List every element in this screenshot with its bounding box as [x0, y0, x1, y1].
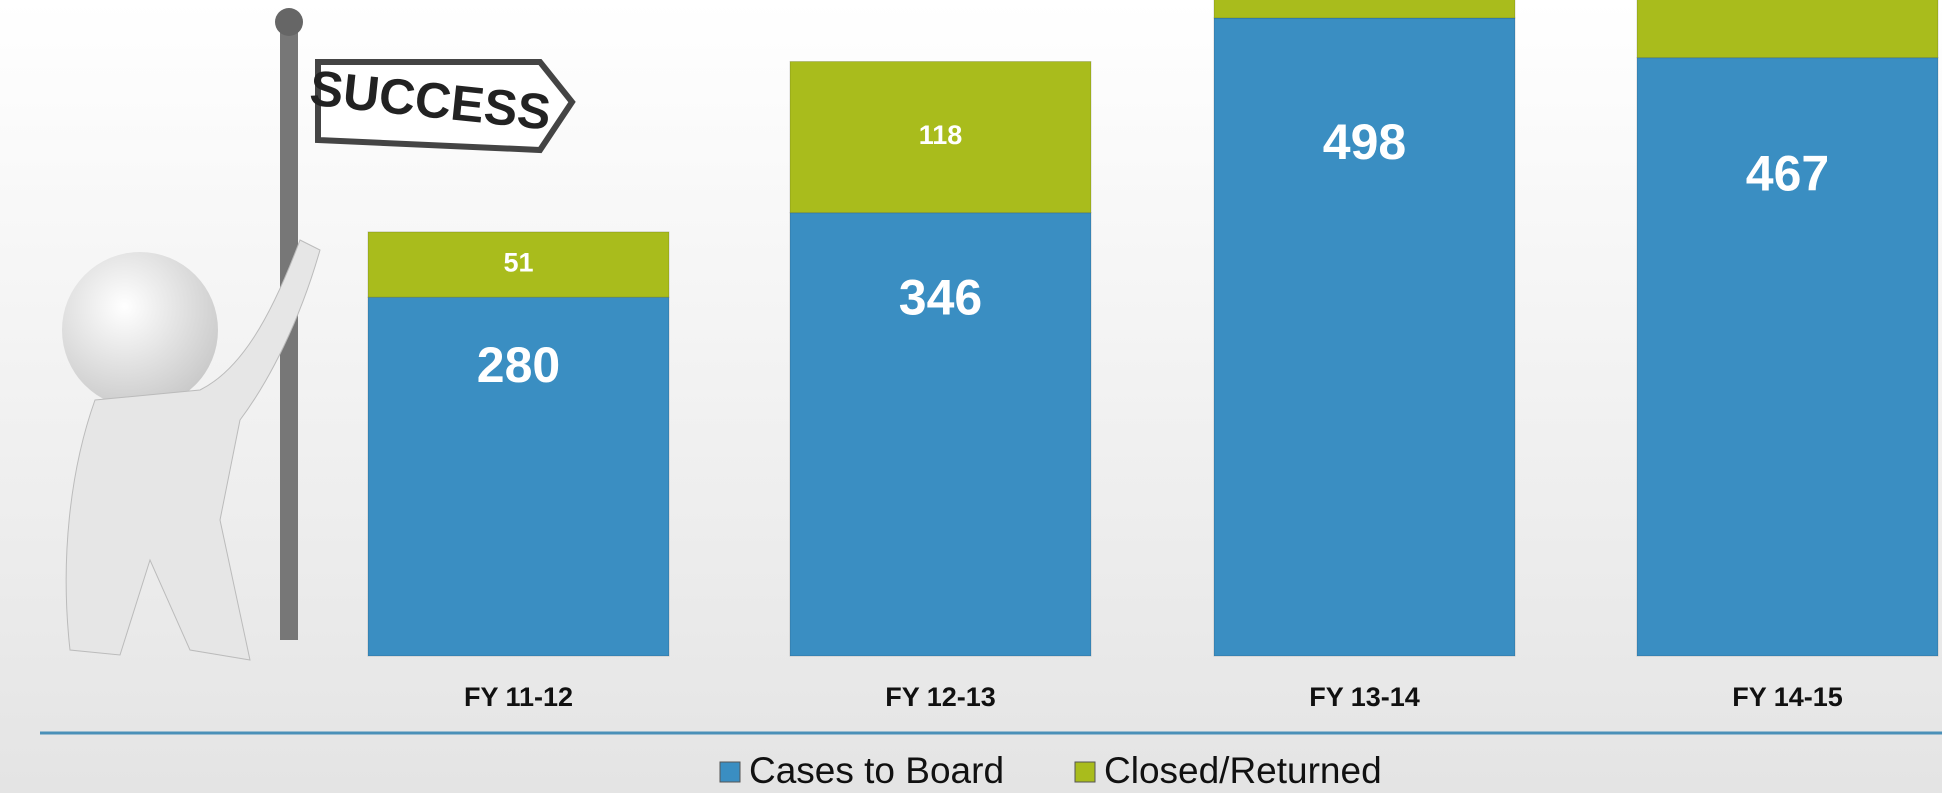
- legend-swatch: [1075, 762, 1095, 782]
- legend-label: Closed/Returned: [1104, 750, 1382, 791]
- value-label: 51: [503, 248, 533, 278]
- value-label: 467: [1746, 146, 1829, 202]
- value-label: 280: [477, 337, 560, 393]
- x-tick-label: FY 14-15: [1732, 682, 1843, 712]
- value-label: 346: [899, 270, 982, 326]
- x-tick-label: FY 12-13: [885, 682, 996, 712]
- figure-head: [62, 252, 218, 408]
- bar-segment: [1214, 0, 1515, 18]
- chart: SUCCESS 28051FY 11-12346118FY 12-13498FY…: [0, 0, 1942, 793]
- value-label: 498: [1323, 114, 1406, 170]
- legend-swatch: [720, 762, 740, 782]
- x-tick-label: FY 11-12: [464, 682, 573, 712]
- post-cap: [275, 8, 303, 36]
- bar-segment: [1637, 0, 1938, 58]
- value-label: 118: [919, 120, 963, 150]
- legend-label: Cases to Board: [749, 750, 1004, 791]
- x-tick-label: FY 13-14: [1309, 682, 1420, 712]
